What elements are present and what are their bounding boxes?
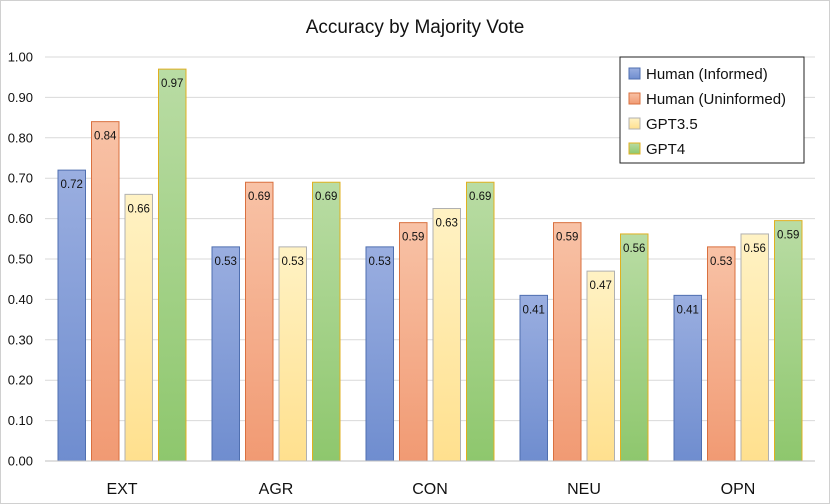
legend: Human (Informed) Human (Uninformed) GPT3.5…: [619, 56, 805, 164]
legend-swatch: [628, 67, 641, 80]
legend-swatch: [628, 92, 641, 105]
y-tick-label: 0.10: [8, 413, 33, 428]
bar-neu-series-0: [519, 294, 548, 462]
legend-label: Human (Informed): [646, 66, 768, 83]
y-tick-label: 0.80: [8, 130, 33, 145]
bar-ext-series-2: [124, 193, 153, 462]
data-label: 0.56: [623, 243, 645, 255]
y-tick-label: 0.70: [8, 171, 33, 186]
y-tick-label: 0.20: [8, 373, 33, 388]
bar-ext-series-0: [57, 169, 86, 462]
data-label: 0.66: [128, 203, 150, 215]
legend-label: GPT3.5: [646, 116, 698, 133]
data-label: 0.53: [215, 256, 237, 268]
legend-swatch: [628, 142, 641, 155]
data-label: 0.53: [710, 256, 732, 268]
x-tick-label: AGR: [259, 481, 294, 498]
y-tick-label: 0.60: [8, 211, 33, 226]
x-tick-label: CON: [412, 481, 448, 498]
data-label: 0.59: [556, 232, 578, 244]
data-label: 0.84: [94, 131, 117, 143]
bars: 0.72 0.84 0.66 0.97 0.53 0.69 0.53 0.69 0.53 0.59…: [57, 68, 803, 462]
data-label: 0.53: [282, 256, 304, 268]
y-tick-label: 0.00: [8, 454, 33, 469]
y-tick-label: 0.50: [8, 252, 33, 267]
x-tick-label: EXT: [106, 481, 137, 498]
data-label: 0.97: [161, 78, 183, 90]
bar-opn-series-1: [707, 246, 736, 462]
legend-box: [619, 56, 805, 164]
data-label: 0.41: [677, 304, 699, 316]
bar-con-series-1: [399, 222, 428, 462]
bar-ext-series-1: [91, 121, 120, 462]
bar-agr-series-1: [245, 181, 274, 462]
data-label: 0.53: [369, 256, 391, 268]
data-label: 0.47: [590, 280, 612, 292]
y-tick-label: 0.40: [8, 292, 33, 307]
y-axis: 0.00 0.10 0.20 0.30 0.40 0.50 0.60 0.70 0.80 0.90…: [8, 50, 33, 469]
data-label: 0.69: [248, 191, 270, 203]
bar-opn-series-0: [673, 294, 702, 462]
bar-opn-series-3: [774, 220, 803, 462]
bar-agr-series-0: [211, 246, 240, 462]
y-tick-label: 0.90: [8, 90, 33, 105]
bar-con-series-2: [432, 208, 461, 462]
bar-opn-series-2: [740, 233, 769, 462]
y-tick-label: 1.00: [8, 50, 33, 65]
x-tick-label: NEU: [567, 481, 601, 498]
bar-neu-series-3: [620, 233, 649, 462]
data-label: 0.59: [402, 232, 424, 244]
legend-swatch: [628, 117, 641, 130]
y-tick-label: 0.30: [8, 332, 33, 347]
data-label: 0.69: [469, 191, 491, 203]
legend-label: GPT4: [646, 141, 685, 158]
data-label: 0.59: [777, 230, 799, 242]
bar-neu-series-1: [553, 222, 582, 462]
bar-agr-series-2: [278, 246, 307, 462]
data-label: 0.72: [61, 179, 83, 191]
chart-title: Accuracy by Majority Vote: [306, 17, 525, 38]
bar-agr-series-3: [312, 181, 341, 462]
data-label: 0.69: [315, 191, 337, 203]
data-label: 0.63: [436, 218, 458, 230]
bar-ext-series-3: [158, 68, 187, 462]
data-label: 0.56: [744, 243, 766, 255]
bar-con-series-0: [365, 246, 394, 462]
bar-con-series-3: [466, 181, 495, 462]
legend-label: Human (Uninformed): [646, 91, 786, 108]
bar-neu-series-2: [586, 270, 615, 462]
x-tick-label: OPN: [721, 481, 756, 498]
x-axis: EXT AGR CON NEU OPN: [45, 460, 815, 498]
data-label: 0.41: [523, 304, 545, 316]
